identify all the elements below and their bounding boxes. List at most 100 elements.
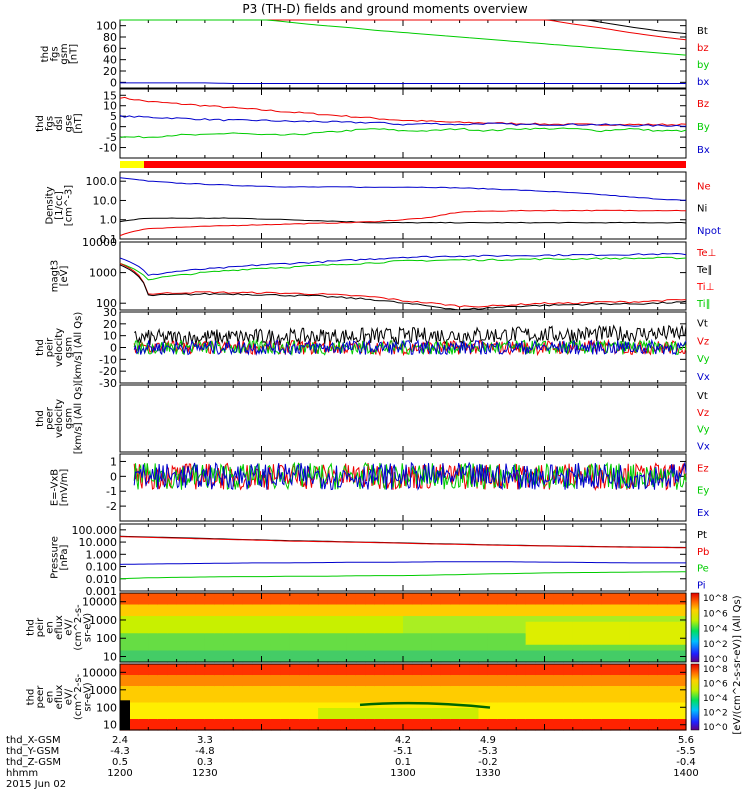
spectrogram-cell [195, 656, 206, 663]
spectrogram-cell [563, 691, 574, 698]
spectrogram-cell [176, 604, 187, 611]
y-tick-label: 1000 [89, 614, 117, 627]
spectrogram-cell [535, 639, 546, 646]
spectrogram-cell [403, 621, 414, 629]
spectrogram-cell [308, 593, 319, 600]
spectrogram-cell [582, 664, 593, 671]
spectrogram-cell [223, 680, 234, 687]
spectrogram-cell [610, 616, 621, 623]
spectrogram-cell [563, 708, 574, 715]
spectrogram-cell [544, 593, 555, 600]
spectrogram-cell [440, 644, 451, 652]
spectrogram-cell [676, 650, 687, 657]
colorbar-tick-label: 10^0 [703, 655, 728, 665]
spectrogram-cell [365, 621, 376, 629]
spectrogram-cell [336, 598, 347, 606]
spectrogram-cell [176, 656, 187, 663]
spectrogram-cell [280, 616, 291, 623]
spectrogram-cell [487, 719, 498, 726]
spectrogram-cell [355, 610, 366, 617]
spectrogram-cell [619, 639, 630, 646]
spectrogram-cell [421, 656, 432, 663]
mode-bar-red [144, 161, 686, 168]
spectrogram-cell [242, 656, 253, 663]
legend-Ey: Ey [697, 486, 709, 497]
spectrogram-cell [459, 691, 470, 698]
spectrogram-cell [374, 616, 385, 623]
x-axis-row-label: thd_Z-GSM [6, 757, 61, 768]
spectrogram-cell [157, 691, 168, 698]
spectrogram-cell [572, 719, 583, 726]
spectrogram-cell [440, 697, 451, 704]
spectrogram-cell [355, 697, 366, 704]
spectrogram-cell [336, 616, 347, 623]
spectrogram-cell [138, 686, 149, 693]
spectrogram-cell [195, 610, 206, 617]
spectrogram-cell [497, 680, 508, 687]
spectrogram-cell [270, 708, 281, 715]
spectrogram-cell [252, 604, 263, 611]
spectrogram-cell [384, 598, 395, 606]
spectrogram-cell [365, 616, 376, 623]
spectrogram-cell [186, 616, 197, 623]
x-axis-value: 2.4 [112, 735, 128, 746]
spectrogram-cell [601, 644, 612, 652]
spectrogram-cell [270, 669, 281, 676]
spectrogram-cell [195, 627, 206, 634]
spectrogram-cell [308, 644, 319, 652]
spectrogram-cell [487, 610, 498, 617]
spectrogram-cell [535, 627, 546, 634]
spectrogram-cell [355, 644, 366, 652]
spectrogram-cell [176, 664, 187, 671]
spectrogram-cell [478, 686, 489, 693]
spectrogram-cell [412, 598, 423, 606]
spectrogram-cell [629, 680, 640, 687]
spectrogram-cell [525, 650, 536, 657]
spectrogram-cell [676, 675, 687, 682]
spectrogram-cell [667, 621, 678, 629]
spectrogram-cell [336, 708, 347, 715]
spectrogram-cell [186, 650, 197, 657]
spectrogram-cell [610, 719, 621, 726]
spectrogram-cell [421, 691, 432, 698]
spectrogram-cell [412, 664, 423, 671]
spectrogram-cell [129, 598, 140, 606]
spectrogram-cell [648, 621, 659, 629]
series-Te⊥ [119, 262, 687, 308]
spectrogram-cell [299, 650, 310, 657]
spectrogram-cell [553, 708, 564, 715]
spectrogram-cell [157, 604, 168, 611]
spectrogram-cell [223, 639, 234, 646]
spectrogram-cell [299, 639, 310, 646]
spectrogram-cell [167, 610, 178, 617]
spectrogram-cell [167, 680, 178, 687]
spectrogram-cell [233, 724, 244, 731]
spectrogram-cell [421, 664, 432, 671]
spectrogram-cell [440, 604, 451, 611]
spectrogram-cell [525, 669, 536, 676]
y-tick-label: 1000 [89, 684, 117, 697]
spectrogram-cell [129, 639, 140, 646]
spectrogram-cell [308, 616, 319, 623]
spectrogram-cell [138, 627, 149, 634]
spectrogram-cell [242, 604, 253, 611]
spectrogram-cell [327, 593, 338, 600]
spectrogram-cell [412, 675, 423, 682]
spectrogram-cell [299, 686, 310, 693]
spectrogram-cell [525, 724, 536, 731]
spectrogram-cell [214, 650, 225, 657]
spectrogram-cell [619, 621, 630, 629]
spectrogram-cell [223, 604, 234, 611]
spectrogram-cell [280, 686, 291, 693]
spectrogram-cell [619, 610, 630, 617]
spectrogram-cell [525, 604, 536, 611]
spectrogram-cell [421, 644, 432, 652]
spectrogram-cell [478, 691, 489, 698]
spectrogram-cell [619, 644, 630, 652]
spectrogram-cell [336, 680, 347, 687]
spectrogram-cell [280, 656, 291, 663]
spectrogram-cell [186, 719, 197, 726]
spectrogram-cell [318, 616, 329, 623]
spectrogram-cell [336, 621, 347, 629]
